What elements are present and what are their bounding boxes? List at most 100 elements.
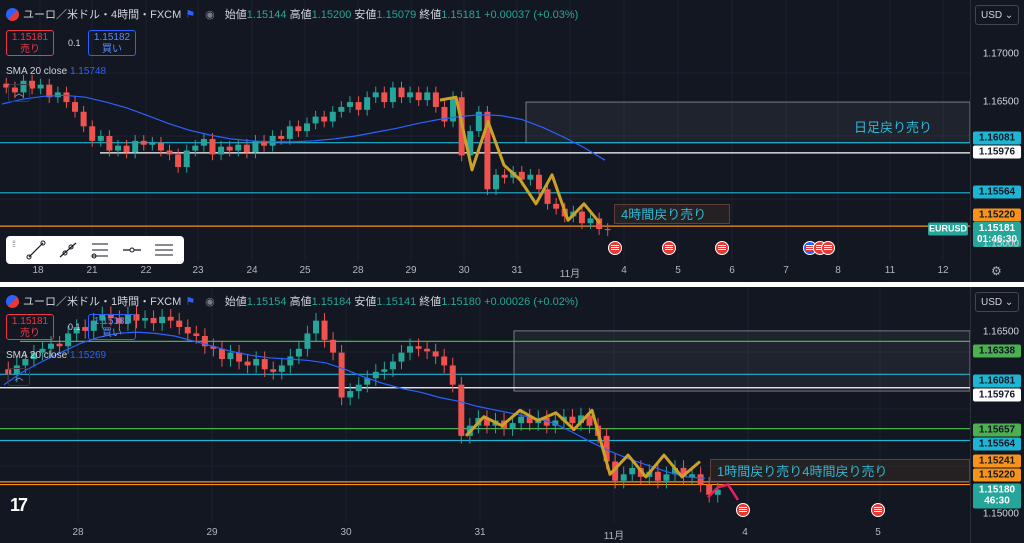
- sma-legend[interactable]: SMA 20 close 1.15269: [6, 350, 106, 361]
- candle-body: [527, 175, 533, 180]
- us-event-icon[interactable]: [715, 241, 729, 255]
- level-tag: 1.15220: [973, 469, 1021, 482]
- candle-body: [493, 175, 499, 190]
- chart-title[interactable]: ユーロ／米ドル・1時間・FXCM: [23, 293, 181, 309]
- spread-value: 0.1: [68, 322, 81, 332]
- chart-pane-1h[interactable]: ユーロ／米ドル・1時間・FXCM ⚑ ◉ 始値1.15154 高値1.15184…: [0, 287, 1024, 543]
- resistance-zone: [514, 331, 970, 391]
- currency-selector[interactable]: USD ⌄: [975, 5, 1019, 25]
- candle-body: [48, 344, 54, 349]
- candle-body: [629, 468, 635, 474]
- sell-button[interactable]: 1.15181 売り: [6, 314, 54, 340]
- level-tag: 1.15220: [973, 209, 1021, 222]
- tradingview-logo[interactable]: 17: [10, 495, 26, 516]
- flag-icon[interactable]: ⚑: [185, 8, 195, 21]
- time-tick-label: 31: [474, 527, 485, 538]
- candle-body: [373, 92, 379, 97]
- candle-body: [142, 318, 148, 321]
- candle-body: [441, 356, 447, 365]
- candle-body: [132, 141, 138, 153]
- candle-body: [518, 417, 524, 423]
- time-tick-label: 11月: [560, 265, 580, 280]
- candle-body: [219, 349, 225, 359]
- price-axis-4h[interactable]: USD ⌄ 1.17000 1.16500 1.16081 1.15976 1.…: [970, 0, 1024, 282]
- symbol-icon: [6, 8, 19, 21]
- horizontal-line-icon[interactable]: [118, 239, 146, 261]
- buy-button[interactable]: 1.15182 買い: [88, 314, 136, 340]
- candle-body: [373, 372, 379, 378]
- candle-body: [433, 92, 439, 107]
- time-tick-label: 5: [875, 527, 881, 538]
- candle-body: [98, 136, 104, 141]
- us-event-icon[interactable]: [736, 503, 750, 517]
- plot-area-1h[interactable]: [0, 287, 970, 543]
- candle-body: [244, 145, 250, 153]
- candle-body: [72, 102, 78, 112]
- price-tick: 1.15000: [983, 239, 1019, 250]
- candle-body: [398, 353, 404, 362]
- candle-body: [167, 151, 173, 155]
- candle-body: [287, 356, 293, 365]
- ray-icon[interactable]: [54, 239, 82, 261]
- price-axis-1h[interactable]: USD ⌄ 1.16500 1.16338 1.16081 1.15976 1.…: [970, 287, 1024, 543]
- sell-button[interactable]: 1.15181 売り: [6, 30, 54, 56]
- candle-body: [168, 317, 174, 321]
- candle-body: [176, 321, 182, 327]
- projection-path: [708, 485, 738, 500]
- drag-handle-icon[interactable]: ⁞⁞: [12, 242, 18, 258]
- settings-gear-icon[interactable]: ⚙: [991, 264, 1002, 278]
- time-tick-label: 31: [511, 265, 522, 276]
- collapse-legend-icon[interactable]: ︿: [8, 84, 30, 102]
- candle-body: [450, 365, 456, 384]
- level-tag: 1.15976: [973, 146, 1021, 159]
- daily-sell-note: 日足戻り売り: [854, 117, 932, 136]
- us-event-icon[interactable]: [871, 503, 885, 517]
- candle-body: [279, 365, 285, 371]
- trend-line-icon[interactable]: [22, 239, 50, 261]
- candle-body: [193, 333, 199, 336]
- parallel-lines-icon[interactable]: [150, 239, 178, 261]
- h4-sell-note: 4時間戻り売り: [802, 464, 887, 479]
- candle-body: [356, 102, 362, 110]
- candle-body: [209, 139, 215, 155]
- candle-body: [390, 88, 396, 103]
- time-tick-label: 4: [742, 527, 748, 538]
- flag-icon[interactable]: ⚑: [185, 295, 195, 308]
- collapse-legend-icon[interactable]: ︿: [8, 368, 30, 386]
- us-event-icon[interactable]: [608, 241, 622, 255]
- price-tick: 1.16500: [983, 327, 1019, 338]
- chart-title[interactable]: ユーロ／米ドル・4時間・FXCM: [23, 6, 181, 22]
- eye-icon[interactable]: ◉: [205, 8, 215, 21]
- time-tick-label: 11月: [604, 527, 624, 542]
- eye-icon[interactable]: ◉: [205, 295, 215, 308]
- candle-body: [89, 126, 95, 141]
- candle-body: [124, 146, 130, 153]
- candle-body: [55, 92, 61, 97]
- candle-body: [424, 349, 430, 352]
- candle-body: [313, 117, 319, 124]
- candle-body: [407, 346, 413, 352]
- candle-body: [338, 107, 344, 112]
- chart-pane-4h[interactable]: ユーロ／米ドル・4時間・FXCM ⚑ ◉ 始値1.15144 高値1.15200…: [0, 0, 1024, 282]
- candle-body: [270, 136, 276, 146]
- candle-body: [399, 88, 405, 98]
- candle-body: [588, 218, 594, 223]
- currency-selector[interactable]: USD ⌄: [975, 292, 1019, 312]
- time-tick-label: 22: [140, 265, 151, 276]
- chart-header-4h: ユーロ／米ドル・4時間・FXCM ⚑ ◉ 始値1.15144 高値1.15200…: [6, 6, 578, 22]
- candle-body: [381, 369, 387, 372]
- candle-body: [106, 136, 112, 151]
- candle-body: [236, 353, 242, 362]
- ohlc-readout: 始値1.15144 高値1.15200 安値1.15079 終値1.15181 …: [225, 6, 579, 22]
- sma-legend[interactable]: SMA 20 close 1.15748: [6, 66, 106, 77]
- time-tick-label: 23: [192, 265, 203, 276]
- time-tick-label: 21: [86, 265, 97, 276]
- buy-button[interactable]: 1.15182 買い: [88, 30, 136, 56]
- us-event-icon[interactable]: [662, 241, 676, 255]
- candle-body: [569, 417, 575, 423]
- candle-body: [253, 359, 259, 365]
- candle-body: [235, 145, 241, 151]
- fib-retracement-icon[interactable]: [86, 239, 114, 261]
- us-event-icon[interactable]: [821, 241, 835, 255]
- candle-body: [381, 92, 387, 102]
